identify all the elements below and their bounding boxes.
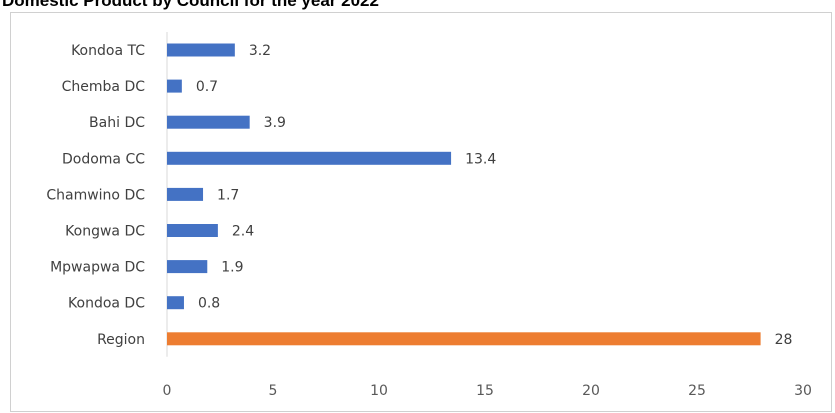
category-label-chamwino-dc: Chamwino DC (46, 187, 145, 203)
category-label-kongwa-dc: Kongwa DC (65, 224, 145, 240)
value-labels: 3.2 0.7 3.9 13.4 1.7 2.4 1.9 0.8 28 (196, 43, 793, 348)
x-tick-label-10: 10 (370, 383, 388, 399)
bar-bahi-dc (167, 115, 250, 129)
category-label-bahi-dc: Bahi DC (89, 115, 145, 131)
value-label-kongwa-dc: 2.4 (232, 224, 254, 240)
x-tick-label-5: 5 (269, 383, 278, 399)
category-label-mpwapwa-dc: Mpwapwa DC (50, 260, 145, 276)
category-label-chemba-dc: Chemba DC (62, 79, 146, 95)
category-label-kondoa-dc: Kondoa DC (68, 296, 145, 312)
value-label-chamwino-dc: 1.7 (217, 187, 239, 203)
x-tick-label-25: 25 (688, 383, 706, 399)
bar-chamwino-dc (167, 187, 204, 201)
value-label-kondoa-tc: 3.2 (249, 43, 271, 59)
bar-mpwapwa-dc (167, 260, 208, 274)
x-tick-label-20: 20 (582, 383, 600, 399)
bar-region (167, 332, 761, 346)
bar-chemba-dc (167, 79, 182, 93)
chart-area: Kondoa TC Chemba DC Bahi DC Dodoma CC Chamwi… (10, 12, 832, 412)
bar-kondoa-dc (167, 296, 184, 310)
bars-group (167, 43, 761, 346)
bar-kongwa-dc (167, 224, 218, 237)
bar-dodoma-cc (167, 151, 452, 165)
bar-chart: Kondoa TC Chemba DC Bahi DC Dodoma CC Chamwi… (46, 32, 812, 399)
value-label-mpwapwa-dc: 1.9 (221, 260, 243, 276)
bar-kondoa-tc (167, 43, 235, 57)
x-tick-label-0: 0 (163, 383, 172, 399)
category-labels: Kondoa TC Chemba DC Bahi DC Dodoma CC Chamwi… (46, 43, 145, 348)
value-label-bahi-dc: 3.9 (264, 115, 286, 131)
category-label-region: Region (97, 332, 145, 348)
value-label-region: 28 (775, 332, 793, 348)
chart-title: Domestic Product by Council for the year… (2, 0, 379, 10)
category-label-kondoa-tc: Kondoa TC (71, 43, 145, 59)
x-tick-label-30: 30 (794, 383, 812, 399)
value-label-chemba-dc: 0.7 (196, 79, 218, 95)
value-label-kondoa-dc: 0.8 (198, 296, 220, 312)
x-axis-ticks: 0 5 10 15 20 25 30 (163, 383, 812, 399)
value-label-dodoma-cc: 13.4 (465, 151, 496, 167)
category-label-dodoma-cc: Dodoma CC (62, 151, 145, 167)
x-tick-label-15: 15 (476, 383, 494, 399)
